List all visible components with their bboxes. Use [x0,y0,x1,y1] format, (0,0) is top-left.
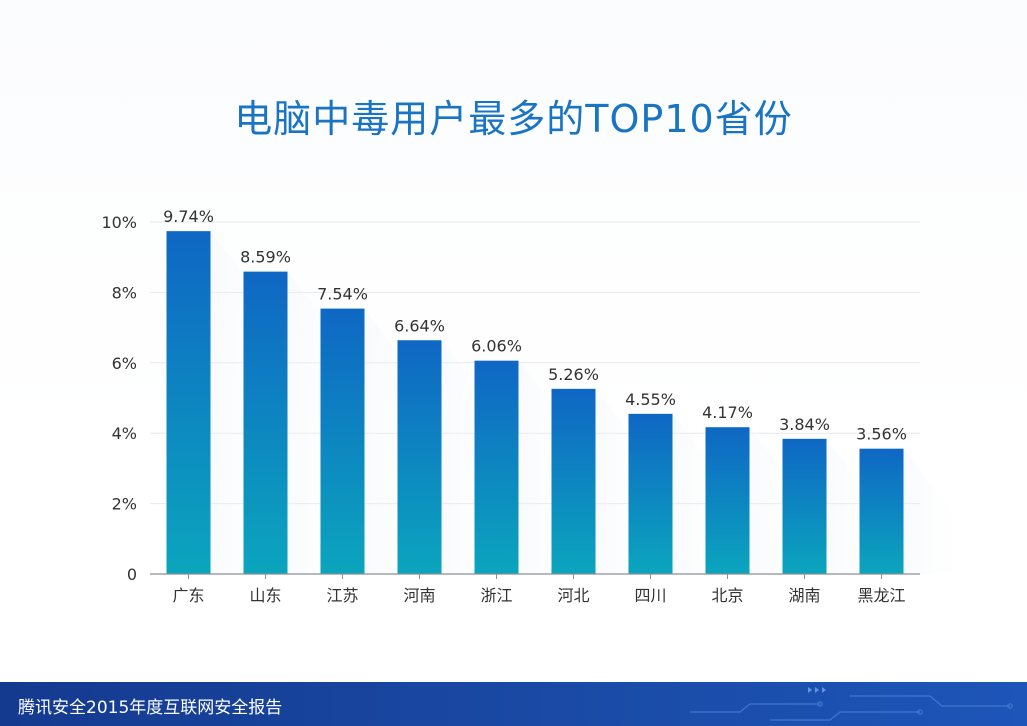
bar-value-label: 5.26% [548,365,599,384]
bar [628,413,673,574]
circuit-decoration-icon [690,687,1013,721]
x-tick-label: 江苏 [326,586,358,605]
x-tick-label: 河北 [557,586,589,605]
y-tick-label: 4% [112,424,137,443]
bar [705,427,750,574]
bar [859,448,904,574]
y-tick-label: 2% [112,495,137,514]
bar [551,388,596,574]
bar [166,231,211,575]
x-tick-label: 四川 [634,586,666,605]
bar-value-label: 6.64% [394,316,445,335]
bar-value-label: 3.84% [779,415,830,434]
x-tick-label: 北京 [711,586,743,605]
x-tick-label: 黑龙江 [857,586,905,605]
footer-bar: 腾讯安全2015年度互联网安全报告 [0,682,1027,726]
footer-text: 腾讯安全2015年度互联网安全报告 [18,698,283,718]
x-tick-label: 河南 [403,586,435,605]
y-tick-label: 8% [112,283,137,302]
bar-value-label: 4.17% [702,403,753,422]
bar-value-label: 3.56% [856,425,907,444]
y-tick-label: 0 [127,565,137,584]
x-tick-label: 浙江 [480,586,512,605]
chart-title: 电脑中毒用户最多的TOP10省份 [234,97,793,141]
bar-value-label: 4.55% [625,390,676,409]
bar [243,271,288,574]
y-tick-label: 6% [112,354,137,373]
bar [782,438,827,574]
bar [397,340,442,574]
x-tick-label: 山东 [249,586,281,605]
bar [474,360,519,574]
bar-value-label: 9.74% [163,207,214,226]
bar-value-label: 7.54% [317,285,368,304]
bar-value-label: 8.59% [240,248,291,267]
x-tick-label: 湖南 [788,586,820,605]
x-tick-label: 广东 [172,586,204,605]
bar-value-label: 6.06% [471,337,522,356]
bar [320,308,365,574]
y-tick-label: 10% [101,213,137,232]
